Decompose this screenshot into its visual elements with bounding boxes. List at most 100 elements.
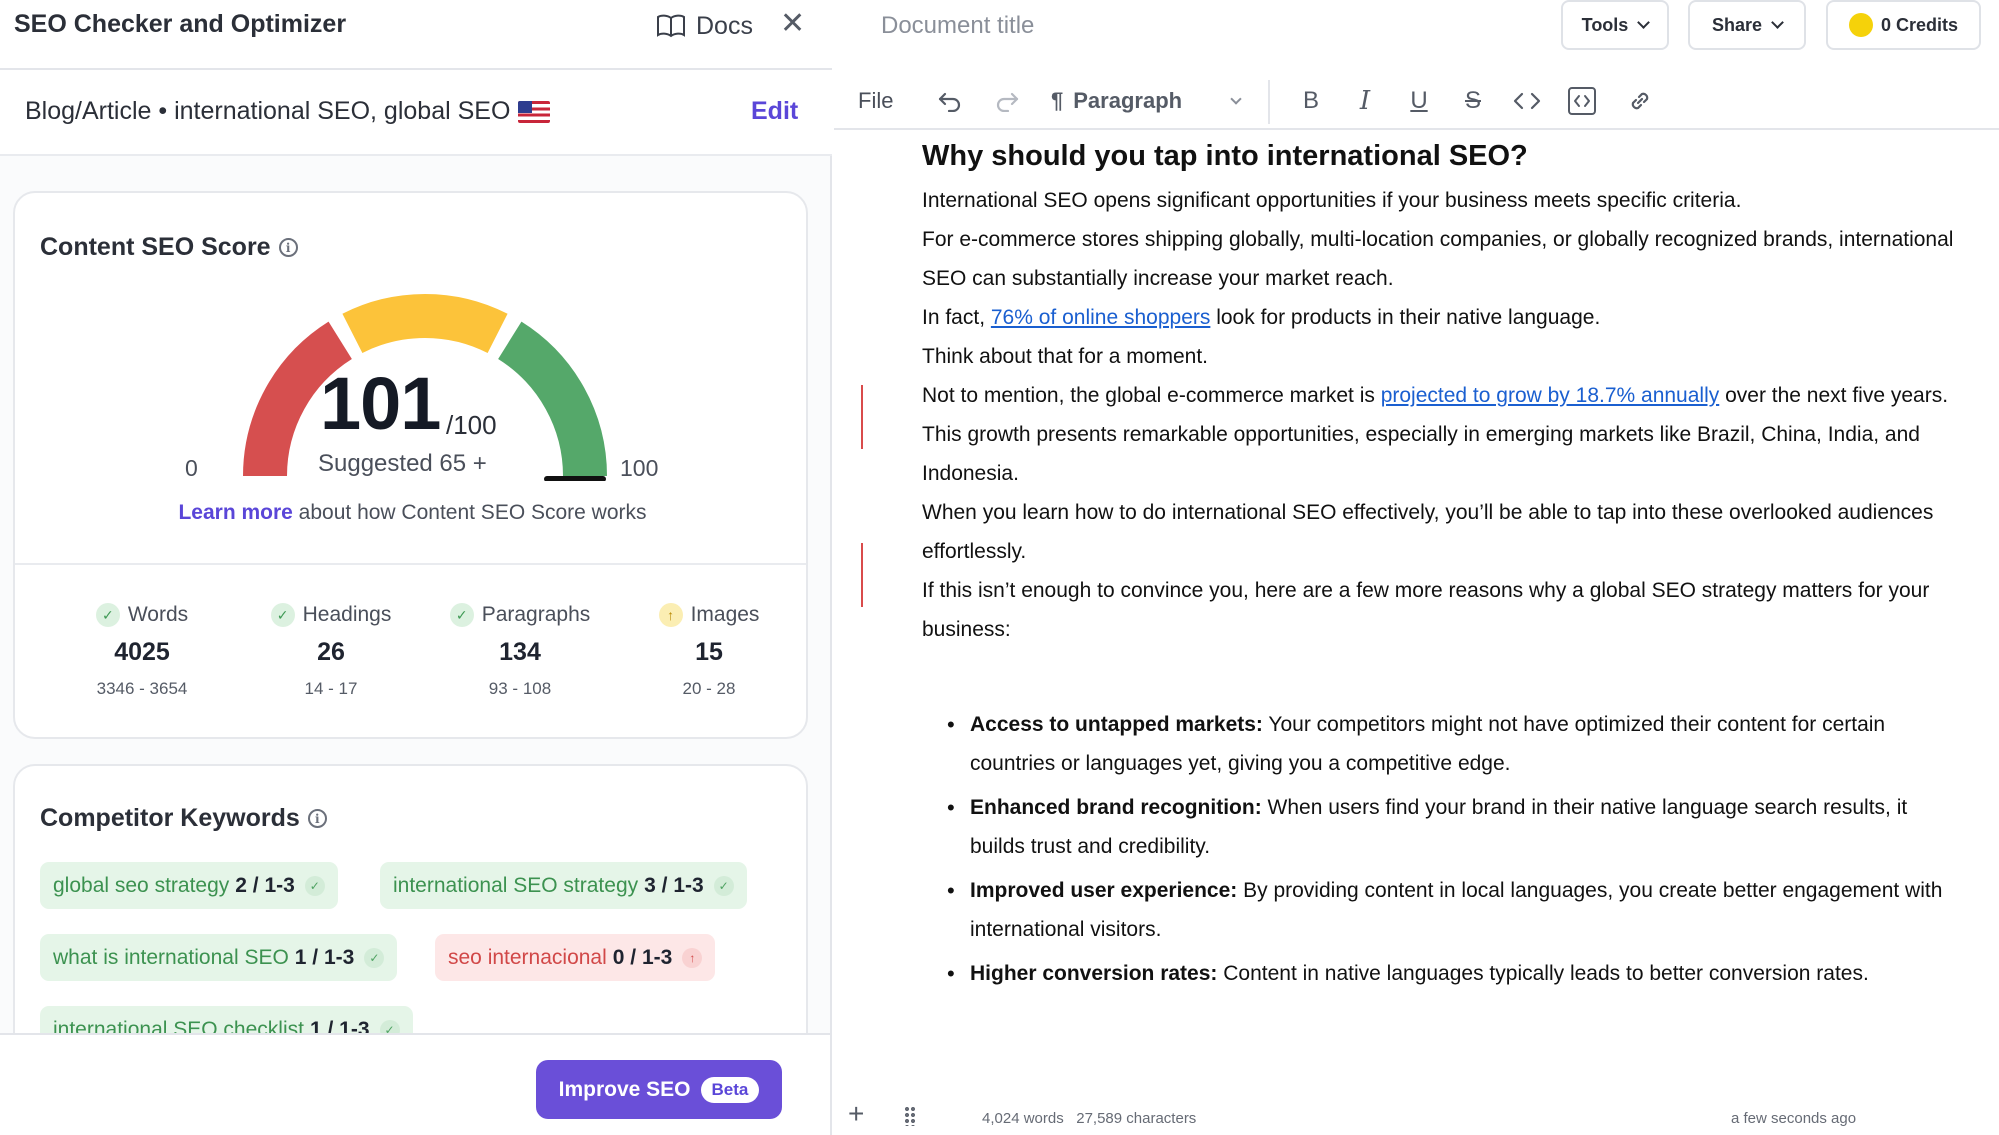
code-block-icon[interactable] bbox=[1565, 84, 1599, 118]
chevron-down-icon bbox=[1637, 16, 1651, 29]
chevron-down-icon bbox=[1230, 92, 1242, 105]
stat-label: Headings bbox=[302, 603, 392, 626]
stat-value: 26 bbox=[317, 638, 345, 666]
us-flag-icon bbox=[518, 100, 551, 123]
redo-icon[interactable] bbox=[990, 84, 1024, 118]
book-icon bbox=[657, 14, 685, 38]
drag-handle-icon[interactable] bbox=[904, 1106, 916, 1126]
paragraph: In fact, 76% of online shoppers look for… bbox=[922, 298, 1962, 337]
keyword-chip[interactable]: seo internacional 0 / 1-3 ↑ bbox=[435, 934, 716, 981]
link-icon[interactable] bbox=[1623, 84, 1657, 118]
keyword-count: 1 / 1-3 bbox=[294, 945, 355, 969]
undo-icon[interactable] bbox=[933, 84, 967, 118]
underline-icon[interactable]: U bbox=[1410, 87, 1428, 114]
seo-panel-footer: Improve SEO Beta bbox=[0, 1033, 830, 1135]
check-icon: ✓ bbox=[713, 875, 734, 896]
italic-icon[interactable]: I bbox=[1359, 86, 1371, 116]
stat-value: 15 bbox=[695, 638, 723, 666]
editor-toolbar: File ¶ Paragraph B I U S bbox=[834, 72, 1999, 130]
credits-button[interactable]: 0 Credits bbox=[1826, 0, 1981, 50]
keywords-card-heading: Competitor Keywords i bbox=[40, 804, 327, 833]
document-title-input[interactable]: Document title bbox=[881, 12, 1035, 39]
stat-label: Words bbox=[127, 603, 189, 626]
beta-badge: Beta bbox=[700, 1076, 760, 1103]
docs-button[interactable]: Docs bbox=[656, 8, 753, 44]
editor-status-bar: + 4,024 words 27,589 characters a few se… bbox=[834, 1098, 1999, 1135]
share-button[interactable]: Share bbox=[1688, 0, 1806, 50]
text: In fact, bbox=[922, 306, 991, 329]
stat-range: 3346 - 3654 bbox=[96, 679, 188, 698]
shoppers-stat-link[interactable]: 76% of online shoppers bbox=[990, 306, 1211, 329]
keyword-text: international SEO strategy bbox=[393, 873, 639, 897]
file-menu[interactable]: File bbox=[858, 88, 894, 113]
toolbar-divider bbox=[1268, 80, 1270, 124]
info-icon[interactable]: i bbox=[278, 238, 298, 257]
check-icon: ✓ bbox=[364, 947, 385, 968]
tools-label: Tools bbox=[1581, 14, 1629, 35]
content-seo-score-card: Content SEO Score i 101 /100 Suggested 6… bbox=[13, 191, 808, 739]
check-icon: ✓ bbox=[270, 603, 295, 627]
paragraph: This growth presents remarkable opportun… bbox=[922, 423, 1920, 485]
list-item-text: Your competitors might not have optimize… bbox=[970, 713, 1886, 775]
paragraph-style-select[interactable]: ¶ Paragraph bbox=[1051, 84, 1242, 118]
close-icon[interactable]: ✕ bbox=[780, 7, 806, 40]
content-type-info: Blog/Article • international SEO, global… bbox=[25, 97, 551, 126]
share-label: Share bbox=[1711, 14, 1763, 35]
strikethrough-icon[interactable]: S bbox=[1464, 87, 1481, 114]
bold-icon[interactable]: B bbox=[1302, 87, 1319, 114]
keyword-chip[interactable]: global seo strategy 2 / 1-3 ✓ bbox=[40, 862, 338, 909]
content-type-bar: Blog/Article • international SEO, global… bbox=[0, 70, 832, 156]
keywords-card-title: Competitor Keywords bbox=[40, 804, 300, 832]
score-gauge bbox=[243, 294, 607, 481]
paragraph: Think about that for a moment. bbox=[922, 345, 1208, 368]
add-block-icon[interactable]: + bbox=[848, 1098, 865, 1129]
list-item-text: When users find your brand in their nati… bbox=[970, 796, 1908, 858]
document-body[interactable]: Why should you tap into international SE… bbox=[922, 140, 1962, 998]
stat-headings: ✓ Headings 26 14 - 17 bbox=[236, 603, 426, 699]
seo-panel-header: SEO Checker and Optimizer Docs ✕ bbox=[0, 0, 832, 70]
score-card-heading: Content SEO Score i bbox=[40, 233, 298, 262]
list-item: Enhanced brand recognition: When users f… bbox=[922, 788, 1962, 866]
text: over the next five years. bbox=[1719, 384, 1949, 407]
check-icon: ✓ bbox=[304, 875, 325, 896]
keyword-chip[interactable]: what is international SEO 1 / 1-3 ✓ bbox=[40, 934, 398, 981]
docs-label: Docs bbox=[696, 11, 753, 40]
list-item-title: Higher conversion rates: bbox=[970, 962, 1218, 985]
text: Not to mention, the global e-commerce ma… bbox=[922, 384, 1381, 407]
list-item-text: Content in native languages typically le… bbox=[1217, 962, 1869, 985]
stat-value: 4025 bbox=[114, 638, 170, 666]
keyword-count: 0 / 1-3 bbox=[612, 945, 673, 969]
editor-panel: Document title Tools Share 0 Credits Fil… bbox=[834, 0, 1999, 1135]
gauge-segment-high bbox=[497, 321, 607, 477]
stat-range: 93 - 108 bbox=[488, 679, 552, 698]
list-item-text: By providing content in local languages,… bbox=[970, 879, 1943, 941]
info-icon[interactable]: i bbox=[307, 809, 327, 828]
reasons-list: Access to untapped markets: Your competi… bbox=[922, 705, 1962, 993]
improve-seo-button[interactable]: Improve SEO Beta bbox=[536, 1060, 782, 1119]
content-type-text: Blog/Article • international SEO, global… bbox=[25, 97, 511, 125]
stat-paragraphs: ✓ Paragraphs 134 93 - 108 bbox=[425, 603, 615, 699]
paragraph-style-label: Paragraph bbox=[1073, 88, 1183, 113]
growth-stat-link[interactable]: projected to grow by 18.7% annually bbox=[1380, 384, 1720, 407]
check-icon: ✓ bbox=[95, 603, 120, 627]
change-indicator bbox=[861, 543, 863, 607]
stat-label: Paragraphs bbox=[481, 603, 591, 626]
gauge-segment-low bbox=[243, 321, 353, 477]
credits-label: 0 Credits bbox=[1880, 14, 1959, 35]
keyword-count: 2 / 1-3 bbox=[235, 873, 295, 897]
paragraph: If this isn’t enough to convince you, he… bbox=[922, 579, 1930, 641]
learn-more-line: Learn more about how Content SEO Score w… bbox=[15, 501, 810, 525]
check-icon: ✓ bbox=[449, 603, 474, 627]
tools-button[interactable]: Tools bbox=[1561, 0, 1669, 50]
character-count: 27,589 characters bbox=[1076, 1110, 1197, 1127]
stat-value: 134 bbox=[499, 638, 541, 666]
code-icon[interactable] bbox=[1510, 84, 1544, 118]
list-item: Higher conversion rates: Content in nati… bbox=[922, 954, 1962, 993]
chevron-down-icon bbox=[1771, 16, 1784, 29]
seo-panel: SEO Checker and Optimizer Docs ✕ Blog/Ar… bbox=[0, 0, 832, 1135]
learn-more-link[interactable]: Learn more bbox=[178, 501, 293, 524]
stat-images: ↑ Images 15 20 - 28 bbox=[614, 603, 804, 699]
learn-more-text: about how Content SEO Score works bbox=[292, 501, 647, 524]
edit-button[interactable]: Edit bbox=[751, 97, 799, 125]
keyword-chip[interactable]: international SEO strategy 3 / 1-3 ✓ bbox=[380, 862, 747, 909]
